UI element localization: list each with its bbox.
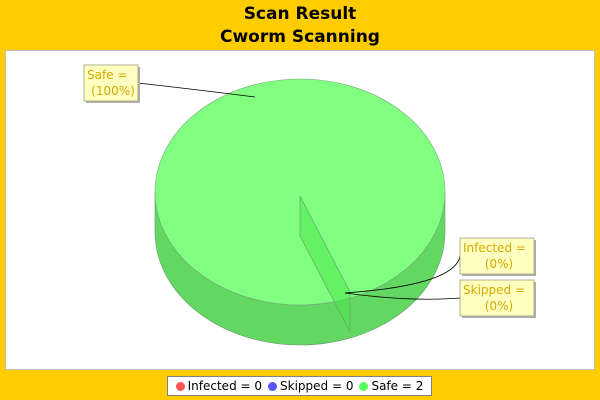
legend-swatch-skipped (268, 381, 277, 391)
label-percent-safe: (100%) (91, 84, 135, 98)
label-name-skipped: Skipped = (463, 283, 525, 297)
label-percent-skipped: (0%) (485, 299, 513, 313)
pie-slice-safe (154, 78, 446, 306)
leader-line-skipped (344, 292, 461, 300)
legend: Infected = 0 Skipped = 0 Safe = 2 (167, 376, 432, 396)
legend-label-infected: Infected = 0 (187, 379, 262, 393)
legend-item-infected: Infected = 0 (175, 379, 262, 393)
leader-line-infected (344, 255, 461, 294)
label-name-infected: Infected = (463, 241, 526, 255)
leader-line-safe (137, 82, 256, 98)
label-box-infected (459, 237, 535, 275)
label-box-skipped (459, 279, 535, 317)
legend-item-safe: Safe = 2 (359, 379, 423, 393)
pie-seam-safe (299, 195, 351, 333)
legend-label-safe: Safe = 2 (371, 379, 424, 393)
legend-swatch-safe (359, 381, 369, 391)
label-percent-infected: (0%) (485, 257, 513, 271)
legend-swatch-infected (175, 381, 185, 391)
chart-title: Scan Result (243, 4, 357, 24)
label-name-safe: Safe = (87, 68, 127, 82)
label-box-safe (83, 64, 139, 102)
chart-subtitle: Cworm Scanning (220, 27, 380, 47)
legend-item-skipped: Skipped = 0 (268, 379, 353, 393)
legend-label-skipped: Skipped = 0 (280, 379, 354, 393)
